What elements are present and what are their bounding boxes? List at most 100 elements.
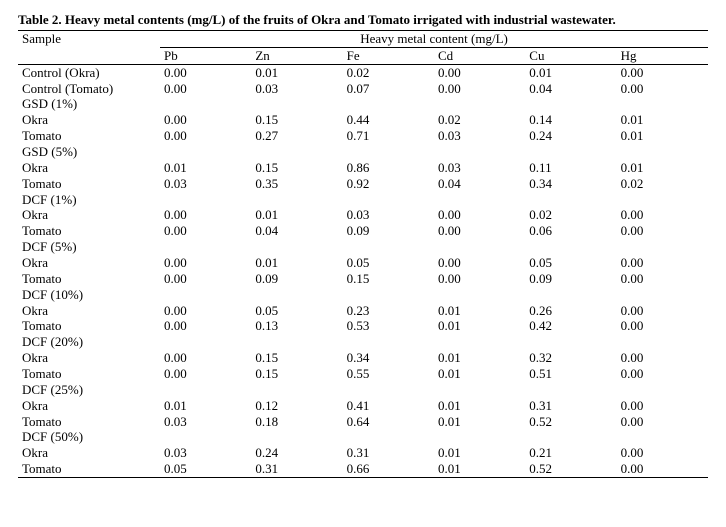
cell: 0.09	[251, 271, 342, 287]
table-row: Tomato0.050.310.660.010.520.00	[18, 461, 708, 477]
cell: 0.00	[617, 366, 708, 382]
cell: 0.01	[525, 64, 616, 80]
cell	[617, 429, 708, 445]
cell: 0.01	[617, 128, 708, 144]
row-label: Tomato	[18, 128, 160, 144]
cell: 0.71	[343, 128, 434, 144]
cell	[434, 334, 525, 350]
table-row: GSD (1%)	[18, 96, 708, 112]
row-label: Control (Tomato)	[18, 81, 160, 97]
cell: 0.01	[434, 445, 525, 461]
cell: 0.00	[617, 461, 708, 477]
cell: 0.00	[617, 64, 708, 80]
cell: 0.00	[617, 445, 708, 461]
table-row: Tomato0.000.130.530.010.420.00	[18, 318, 708, 334]
cell: 0.00	[434, 255, 525, 271]
row-label: Okra	[18, 445, 160, 461]
cell: 0.66	[343, 461, 434, 477]
col-fe: Fe	[343, 47, 434, 64]
data-table: Sample Heavy metal content (mg/L) Pb Zn …	[18, 30, 708, 478]
cell	[434, 144, 525, 160]
table-row: Tomato0.030.180.640.010.520.00	[18, 414, 708, 430]
cell	[434, 429, 525, 445]
col-sample: Sample	[18, 31, 160, 65]
cell: 0.01	[434, 398, 525, 414]
row-label: Okra	[18, 255, 160, 271]
cell: 0.26	[525, 303, 616, 319]
cell: 0.15	[251, 112, 342, 128]
cell: 0.01	[434, 318, 525, 334]
cell: 0.01	[251, 64, 342, 80]
row-label: DCF (25%)	[18, 382, 160, 398]
cell: 0.00	[160, 366, 251, 382]
cell: 0.00	[434, 271, 525, 287]
cell: 0.09	[525, 271, 616, 287]
cell: 0.04	[251, 223, 342, 239]
cell: 0.02	[617, 176, 708, 192]
cell: 0.05	[160, 461, 251, 477]
cell	[343, 96, 434, 112]
cell: 0.04	[525, 81, 616, 97]
cell: 0.00	[617, 223, 708, 239]
cell	[434, 239, 525, 255]
cell	[251, 239, 342, 255]
cell: 0.01	[434, 350, 525, 366]
table-row: DCF (1%)	[18, 192, 708, 208]
cell: 0.03	[160, 445, 251, 461]
cell: 0.00	[434, 207, 525, 223]
cell: 0.00	[160, 207, 251, 223]
cell	[343, 382, 434, 398]
cell: 0.00	[160, 112, 251, 128]
table-caption: Table 2. Heavy metal contents (mg/L) of …	[18, 12, 708, 28]
cell	[251, 429, 342, 445]
cell	[617, 192, 708, 208]
cell: 0.03	[251, 81, 342, 97]
cell: 0.35	[251, 176, 342, 192]
cell: 0.15	[251, 350, 342, 366]
cell: 0.01	[617, 112, 708, 128]
cell: 0.00	[434, 64, 525, 80]
cell	[160, 429, 251, 445]
cell: 0.31	[251, 461, 342, 477]
col-cu: Cu	[525, 47, 616, 64]
cell	[434, 96, 525, 112]
cell: 0.05	[251, 303, 342, 319]
cell: 0.04	[434, 176, 525, 192]
cell: 0.01	[160, 398, 251, 414]
row-label: Okra	[18, 207, 160, 223]
cell: 0.02	[525, 207, 616, 223]
cell: 0.23	[343, 303, 434, 319]
cell	[617, 287, 708, 303]
cell: 0.92	[343, 176, 434, 192]
cell: 0.41	[343, 398, 434, 414]
table-row: Okra0.010.120.410.010.310.00	[18, 398, 708, 414]
table-row: Tomato0.000.270.710.030.240.01	[18, 128, 708, 144]
cell	[617, 239, 708, 255]
cell: 0.01	[434, 303, 525, 319]
cell: 0.05	[525, 255, 616, 271]
col-group: Heavy metal content (mg/L)	[160, 31, 708, 48]
cell: 0.00	[160, 350, 251, 366]
cell	[251, 144, 342, 160]
row-label: Tomato	[18, 176, 160, 192]
cell	[617, 144, 708, 160]
cell: 0.00	[160, 271, 251, 287]
cell: 0.55	[343, 366, 434, 382]
cell: 0.15	[251, 160, 342, 176]
cell	[160, 239, 251, 255]
table-row: DCF (5%)	[18, 239, 708, 255]
cell: 0.24	[525, 128, 616, 144]
cell	[525, 96, 616, 112]
table-row: Okra0.000.010.030.000.020.00	[18, 207, 708, 223]
cell	[525, 192, 616, 208]
row-label: Okra	[18, 112, 160, 128]
cell: 0.00	[160, 303, 251, 319]
cell: 0.00	[617, 303, 708, 319]
table-row: Control (Okra)0.000.010.020.000.010.00	[18, 64, 708, 80]
table-row: Tomato0.000.040.090.000.060.00	[18, 223, 708, 239]
cell: 0.03	[160, 414, 251, 430]
col-pb: Pb	[160, 47, 251, 64]
table-body: Control (Okra)0.000.010.020.000.010.00Co…	[18, 64, 708, 477]
table-row: DCF (20%)	[18, 334, 708, 350]
cell: 0.15	[251, 366, 342, 382]
